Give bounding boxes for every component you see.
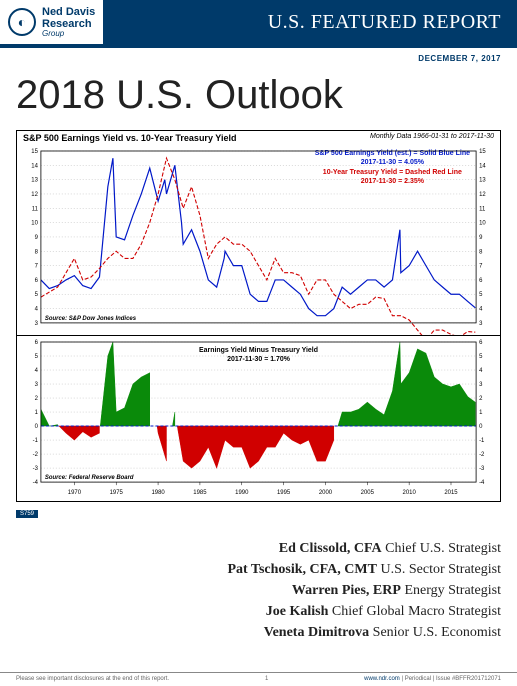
svg-text:-3: -3: [33, 466, 39, 472]
svg-text:-4: -4: [33, 480, 39, 486]
chart-date-range: Monthly Data 1966-01-31 to 2017-11-30: [370, 133, 494, 143]
author-line: Ed Clissold, CFA Chief U.S. Strategist: [16, 538, 501, 559]
chart-title: S&P 500 Earnings Yield vs. 10-Year Treas…: [23, 133, 236, 143]
svg-text:6: 6: [35, 278, 39, 284]
author-line: Warren Pies, ERP Energy Strategist: [16, 580, 501, 601]
svg-text:Source: S&P Dow Jones Indices: Source: S&P Dow Jones Indices: [45, 316, 137, 322]
svg-text:3: 3: [479, 382, 483, 388]
authors-block: Ed Clissold, CFA Chief U.S. StrategistPa…: [0, 520, 517, 643]
author-line: Pat Tschosik, CFA, CMT U.S. Sector Strat…: [16, 559, 501, 580]
svg-text:4: 4: [35, 307, 39, 313]
svg-text:10: 10: [479, 221, 486, 227]
footer-link[interactable]: www.ndr.com: [364, 676, 400, 682]
author-line: Joe Kalish Chief Global Macro Strategist: [16, 601, 501, 622]
svg-text:2: 2: [35, 396, 39, 402]
svg-text:10: 10: [31, 221, 38, 227]
page-footer: Please see important disclosures at the …: [0, 672, 517, 682]
svg-text:3: 3: [479, 321, 483, 327]
svg-text:2017-11-30 = 1.70%: 2017-11-30 = 1.70%: [227, 356, 291, 363]
svg-text:6: 6: [479, 340, 483, 346]
svg-text:1: 1: [479, 410, 483, 416]
svg-text:-1: -1: [33, 438, 39, 444]
svg-text:3: 3: [35, 382, 39, 388]
chart-panel-top: 3 3 4 4 5 5 6 6 7 7 8 8 9 9 10 10 11 11 12 12 13 13 14 14 15 15 So…: [17, 145, 500, 336]
svg-text:-1: -1: [479, 438, 485, 444]
svg-text:5: 5: [35, 292, 39, 298]
svg-text:0: 0: [35, 424, 39, 430]
svg-text:5: 5: [479, 354, 483, 360]
brand-logo: ◐ Ned Davis Research Group: [0, 6, 103, 39]
svg-text:-4: -4: [479, 480, 485, 486]
svg-text:2015: 2015: [444, 490, 458, 496]
chart-title-row: S&P 500 Earnings Yield vs. 10-Year Treas…: [17, 131, 500, 145]
svg-text:9: 9: [479, 235, 483, 241]
chart-container: S&P 500 Earnings Yield vs. 10-Year Treas…: [16, 130, 501, 502]
svg-text:14: 14: [31, 163, 38, 169]
svg-text:1995: 1995: [277, 490, 291, 496]
footer-issue: | Periodical | Issue #BFFR201712071: [400, 676, 501, 682]
svg-text:-2: -2: [33, 452, 39, 458]
brand-text: Ned Davis Research Group: [42, 6, 95, 39]
svg-text:Source: Federal Reserve Board: Source: Federal Reserve Board: [45, 475, 134, 481]
svg-text:13: 13: [479, 178, 486, 184]
svg-text:2000: 2000: [319, 490, 333, 496]
svg-text:1970: 1970: [68, 490, 82, 496]
svg-text:11: 11: [479, 206, 486, 212]
brand-line1: Ned Davis: [42, 6, 95, 18]
svg-text:Earnings Yield Minus Treasury: Earnings Yield Minus Treasury Yield: [199, 347, 318, 354]
report-type-title: U.S. FEATURED REPORT: [103, 0, 517, 44]
svg-text:15: 15: [479, 149, 486, 155]
svg-text:15: 15: [31, 149, 38, 155]
svg-text:8: 8: [35, 249, 39, 255]
svg-text:1980: 1980: [151, 490, 165, 496]
svg-text:1: 1: [35, 410, 39, 416]
svg-text:11: 11: [32, 206, 39, 212]
brand-line3: Group: [42, 29, 64, 38]
svg-text:2010: 2010: [403, 490, 417, 496]
svg-text:7: 7: [35, 264, 39, 270]
svg-text:3: 3: [35, 321, 39, 327]
svg-text:1975: 1975: [110, 490, 124, 496]
footer-disclosure: Please see important disclosures at the …: [16, 676, 169, 682]
svg-text:2: 2: [479, 396, 483, 402]
svg-text:5: 5: [35, 354, 39, 360]
logo-icon: ◐: [8, 8, 36, 36]
svg-text:2005: 2005: [361, 490, 375, 496]
svg-text:0: 0: [479, 424, 483, 430]
svg-text:12: 12: [31, 192, 38, 198]
page-title: 2018 U.S. Outlook: [0, 63, 517, 130]
svg-text:-2: -2: [479, 452, 485, 458]
report-date: DECEMBER 7, 2017: [0, 48, 517, 63]
header-bar: ◐ Ned Davis Research Group U.S. FEATURED…: [0, 0, 517, 48]
svg-text:4: 4: [479, 368, 483, 374]
svg-text:4: 4: [35, 368, 39, 374]
footer-right: www.ndr.com | Periodical | Issue #BFFR20…: [364, 676, 501, 682]
svg-text:6: 6: [35, 340, 39, 346]
svg-text:8: 8: [479, 249, 483, 255]
chart-panel-bottom: -4 -4 -3 -3 -2 -2 -1 -1 0 0 1 1 2 2 3 3 4 4 5 5 6 6 Earnings Y…: [17, 336, 500, 501]
footer-page-number: 1: [265, 676, 268, 682]
svg-text:6: 6: [479, 278, 483, 284]
svg-text:5: 5: [479, 292, 483, 298]
svg-text:9: 9: [35, 235, 39, 241]
svg-text:14: 14: [479, 163, 486, 169]
svg-text:13: 13: [31, 178, 38, 184]
author-line: Veneta Dimitrova Senior U.S. Economist: [16, 622, 501, 643]
svg-text:7: 7: [479, 264, 483, 270]
chart-panels: 33445566778899101011111212131314141515So…: [17, 145, 500, 501]
svg-text:1985: 1985: [193, 490, 207, 496]
chart-reference-id: S759: [16, 510, 38, 518]
svg-text:4: 4: [479, 307, 483, 313]
svg-text:-3: -3: [479, 466, 485, 472]
svg-text:12: 12: [479, 192, 486, 198]
svg-text:1990: 1990: [235, 490, 249, 496]
